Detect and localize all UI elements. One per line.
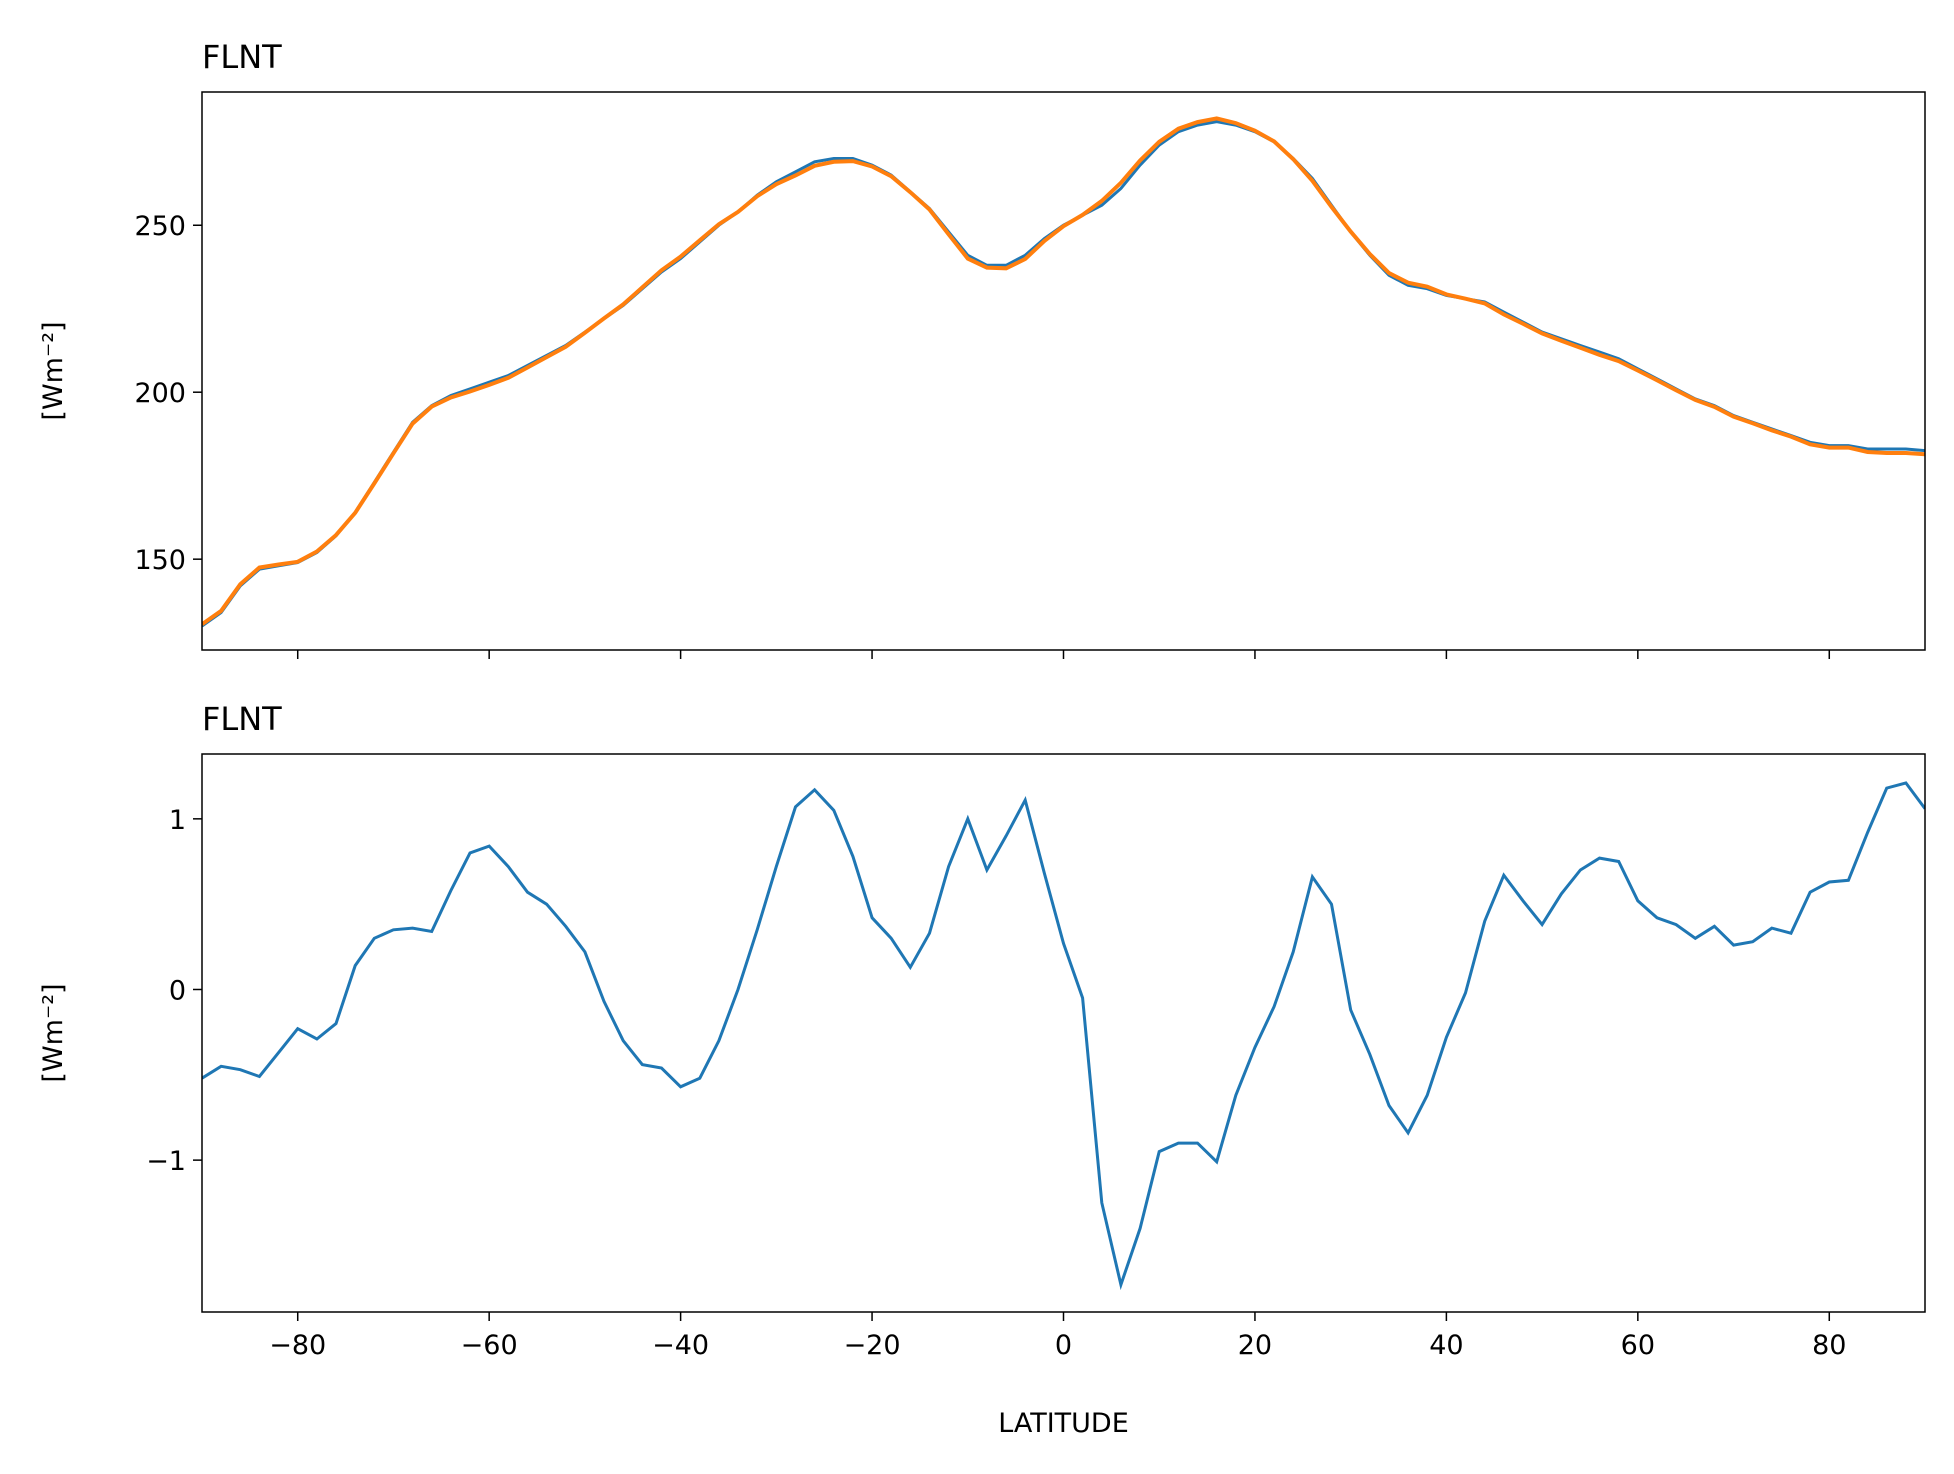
x-tick-label: 40 [1429, 1330, 1463, 1361]
axes-frame [201, 753, 1926, 1313]
y-tick-label: 250 [134, 211, 186, 242]
y-axis-label: [Wm⁻²] [38, 983, 69, 1082]
y-tick-label: −1 [146, 1146, 186, 1177]
axes-frame [201, 91, 1926, 651]
data-line [202, 781, 1925, 1291]
x-axis-label: LATITUDE [998, 1408, 1129, 1439]
x-tick-label: 0 [1055, 1330, 1072, 1361]
chart-title: FLNT [202, 38, 282, 76]
y-tick-label: 1 [169, 805, 186, 836]
data-line [202, 116, 1925, 626]
y-tick-label: 200 [134, 378, 186, 409]
x-tick-label: −20 [844, 1330, 901, 1361]
x-tick-label: −60 [461, 1330, 518, 1361]
x-tick-label: 80 [1812, 1330, 1846, 1361]
data-line [202, 120, 1925, 628]
x-tick-label: 20 [1238, 1330, 1272, 1361]
y-tick-label: 0 [169, 975, 186, 1006]
chart-title: FLNT [202, 700, 282, 738]
x-tick-label: −40 [652, 1330, 709, 1361]
x-tick-label: −80 [269, 1330, 326, 1361]
x-tick-label: 60 [1621, 1330, 1655, 1361]
y-tick-label: 150 [134, 545, 186, 576]
y-axis-label: [Wm⁻²] [38, 321, 69, 420]
